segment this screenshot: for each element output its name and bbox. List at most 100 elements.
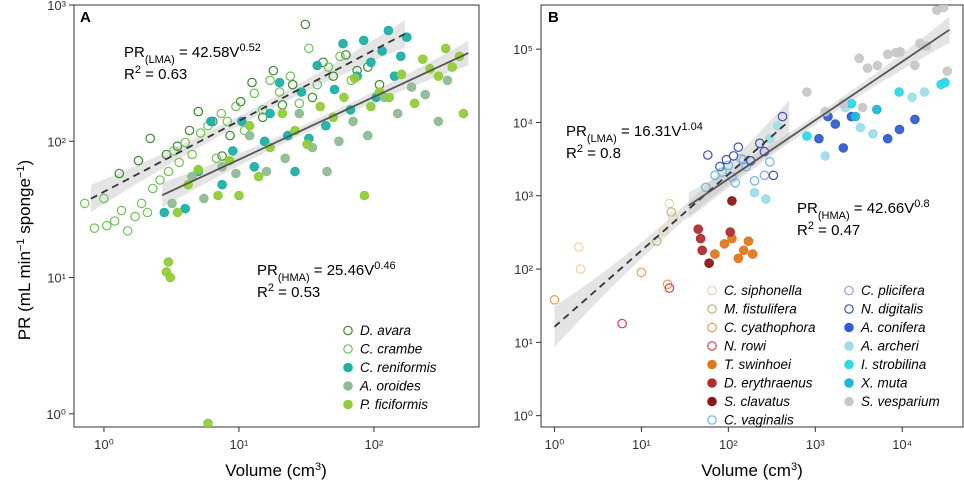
panel-label: B	[548, 9, 559, 26]
x-tick-label: 10⁴	[892, 437, 912, 452]
y-tick-label: 10⁵	[513, 42, 533, 57]
data-point	[339, 92, 349, 103]
data-point	[349, 73, 360, 84]
legend-label: D. avara	[360, 323, 412, 338]
data-point	[274, 87, 285, 97]
data-point	[199, 193, 209, 204]
confidence-band	[90, 20, 406, 213]
data-point	[334, 136, 344, 147]
x-tick-label: 10³	[806, 437, 825, 452]
data-point	[894, 124, 905, 135]
data-point	[290, 166, 300, 177]
data-point	[172, 207, 183, 218]
legend-label: T. swinhoei	[724, 357, 792, 372]
data-point	[447, 62, 457, 72]
data-point	[721, 154, 732, 165]
legend-swatch	[844, 378, 854, 388]
data-point	[247, 77, 257, 88]
data-point	[693, 224, 703, 234]
data-point	[249, 162, 260, 172]
y-tick-label: 10¹	[47, 271, 66, 286]
legend-label: P. ficiformis	[360, 397, 428, 412]
data-point	[307, 92, 318, 103]
data-point	[193, 106, 204, 117]
data-point	[338, 38, 348, 49]
svg-text:PR (mL min−1 sponge−1): PR (mL min−1 sponge−1)	[15, 160, 34, 340]
data-point	[658, 226, 669, 236]
data-point	[396, 69, 407, 80]
data-point	[433, 116, 444, 127]
legend-swatch	[343, 362, 353, 373]
data-point	[392, 108, 403, 119]
data-point	[830, 119, 841, 129]
legend-label: X. muta	[860, 376, 908, 391]
data-point	[89, 223, 100, 233]
data-point	[727, 196, 737, 206]
x-axis-title: Volume (cm3)	[225, 461, 327, 480]
data-point	[235, 96, 246, 107]
data-point	[802, 87, 812, 97]
data-point	[395, 51, 406, 62]
plot-frame	[540, 4, 964, 428]
data-point	[772, 121, 783, 131]
data-point	[814, 133, 824, 144]
data-point	[668, 212, 678, 222]
data-point	[130, 211, 140, 222]
data-point	[280, 153, 290, 164]
data-point	[231, 168, 241, 179]
data-point	[738, 245, 749, 256]
data-point	[329, 84, 340, 95]
data-point	[664, 283, 675, 293]
legend-label: D. erythraenus	[724, 376, 813, 391]
data-point	[846, 98, 857, 109]
legend-swatch	[844, 341, 854, 351]
data-point	[749, 187, 760, 198]
data-point	[409, 98, 420, 109]
data-point	[366, 101, 376, 112]
data-point	[257, 112, 268, 123]
data-point	[133, 155, 144, 166]
data-point	[942, 66, 953, 76]
data-point	[225, 130, 235, 141]
data-point	[910, 60, 920, 71]
plot-area	[549, 5, 953, 348]
x-tick-label: 10⁰	[545, 437, 565, 452]
legend-swatch	[707, 396, 717, 407]
data-point	[159, 207, 170, 218]
legend-label: S. vesparium	[861, 394, 940, 409]
legend-swatch	[343, 344, 353, 354]
legend-swatch	[707, 285, 717, 296]
data-point	[617, 318, 627, 329]
data-point	[761, 194, 771, 204]
data-point	[259, 136, 270, 147]
data-point	[114, 168, 125, 179]
x-tick-label: 10²	[365, 437, 384, 452]
fit-r-squared-hma: R2 = 0.53	[257, 282, 320, 301]
data-point	[148, 183, 158, 194]
data-point	[747, 249, 758, 259]
data-point	[802, 131, 812, 141]
legend-label: I. strobilina	[861, 357, 927, 372]
data-point	[573, 242, 584, 252]
data-point	[322, 166, 332, 177]
data-point	[702, 150, 713, 160]
y-tick-label: 10⁰	[46, 407, 66, 422]
data-point	[335, 51, 345, 62]
data-point	[719, 239, 730, 249]
data-point	[315, 101, 325, 112]
y-axis-title: PR (mL min−1 sponge−1)	[15, 160, 34, 340]
data-point	[636, 267, 647, 278]
data-point	[733, 142, 744, 152]
legend-swatch	[844, 322, 854, 333]
data-point	[727, 172, 737, 182]
data-point	[749, 176, 760, 186]
data-point	[882, 49, 893, 60]
data-point	[142, 207, 153, 218]
data-point	[217, 151, 227, 161]
data-point	[300, 19, 311, 30]
data-point	[738, 154, 749, 165]
legend-label: C. vaginalis	[724, 413, 794, 428]
data-point	[99, 193, 109, 204]
data-point	[239, 125, 250, 136]
